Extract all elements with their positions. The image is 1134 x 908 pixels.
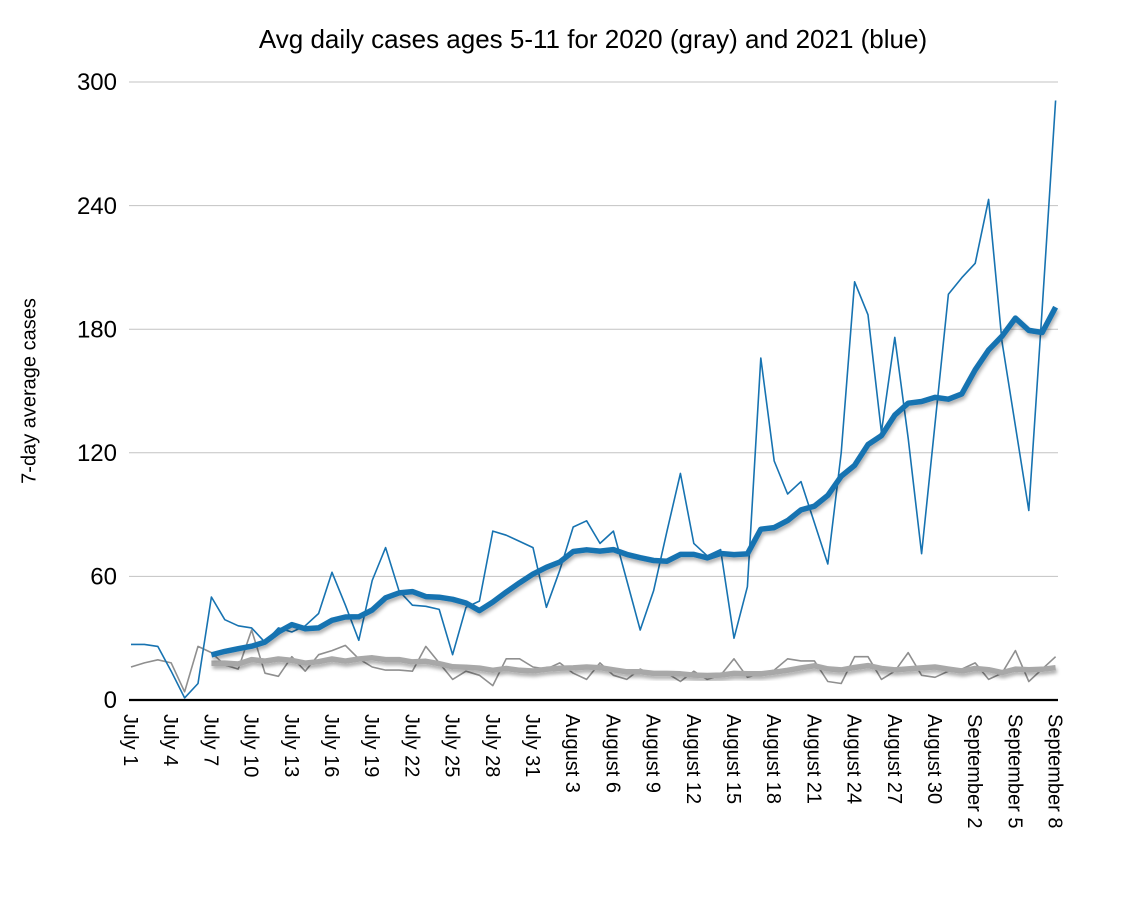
x-tick-label: July 19 <box>360 714 382 777</box>
y-tick-label: 300 <box>77 69 117 96</box>
x-tick-label: July 22 <box>400 714 422 777</box>
x-tick-label: September 5 <box>1003 714 1025 829</box>
series-line-2021-7-day-average <box>210 305 1059 658</box>
y-tick-label: 0 <box>104 687 117 714</box>
tick-layer: 0 60 120 180 240 300 July 1 July 4 July 7 July 10… <box>77 69 1066 828</box>
y-tick-label: 120 <box>77 440 117 467</box>
series-line-2020-daily-cases <box>130 629 1057 693</box>
grid-layer <box>129 81 1058 702</box>
x-tick-label: July 13 <box>280 714 302 777</box>
x-tick-label: August 3 <box>561 714 583 793</box>
series-line-2020-7-day-average <box>211 655 1056 679</box>
x-tick-label: July 25 <box>441 714 463 777</box>
x-tick-label: August 27 <box>883 714 905 804</box>
x-tick-label: August 15 <box>722 714 744 804</box>
x-tick-label: September 8 <box>1044 714 1066 829</box>
x-tick-label: August 30 <box>923 714 945 804</box>
x-tick-label: August 21 <box>802 714 824 804</box>
y-tick-label: 60 <box>90 564 117 591</box>
x-tick-label: August 12 <box>682 714 704 804</box>
series-layer <box>130 100 1059 699</box>
x-tick-label: July 31 <box>521 714 543 777</box>
x-tick-label: July 1 <box>119 714 141 766</box>
y-tick-label: 180 <box>77 316 117 343</box>
x-tick-label: July 10 <box>240 714 262 777</box>
y-tick-label: 240 <box>77 193 117 220</box>
x-tick-label: August 9 <box>642 714 664 793</box>
series-line-2021-daily-cases <box>131 100 1057 699</box>
x-tick-label: August 6 <box>601 714 623 793</box>
x-tick-label: July 4 <box>159 714 181 766</box>
x-tick-label: July 7 <box>199 714 221 766</box>
x-tick-label: August 24 <box>843 714 865 804</box>
chart-title: Avg daily cases ages 5-11 for 2020 (gray… <box>258 24 928 54</box>
x-tick-label: July 28 <box>481 714 503 777</box>
x-tick-label: July 16 <box>320 714 342 777</box>
x-tick-label: August 18 <box>762 714 784 804</box>
x-tick-label: September 2 <box>963 714 985 829</box>
